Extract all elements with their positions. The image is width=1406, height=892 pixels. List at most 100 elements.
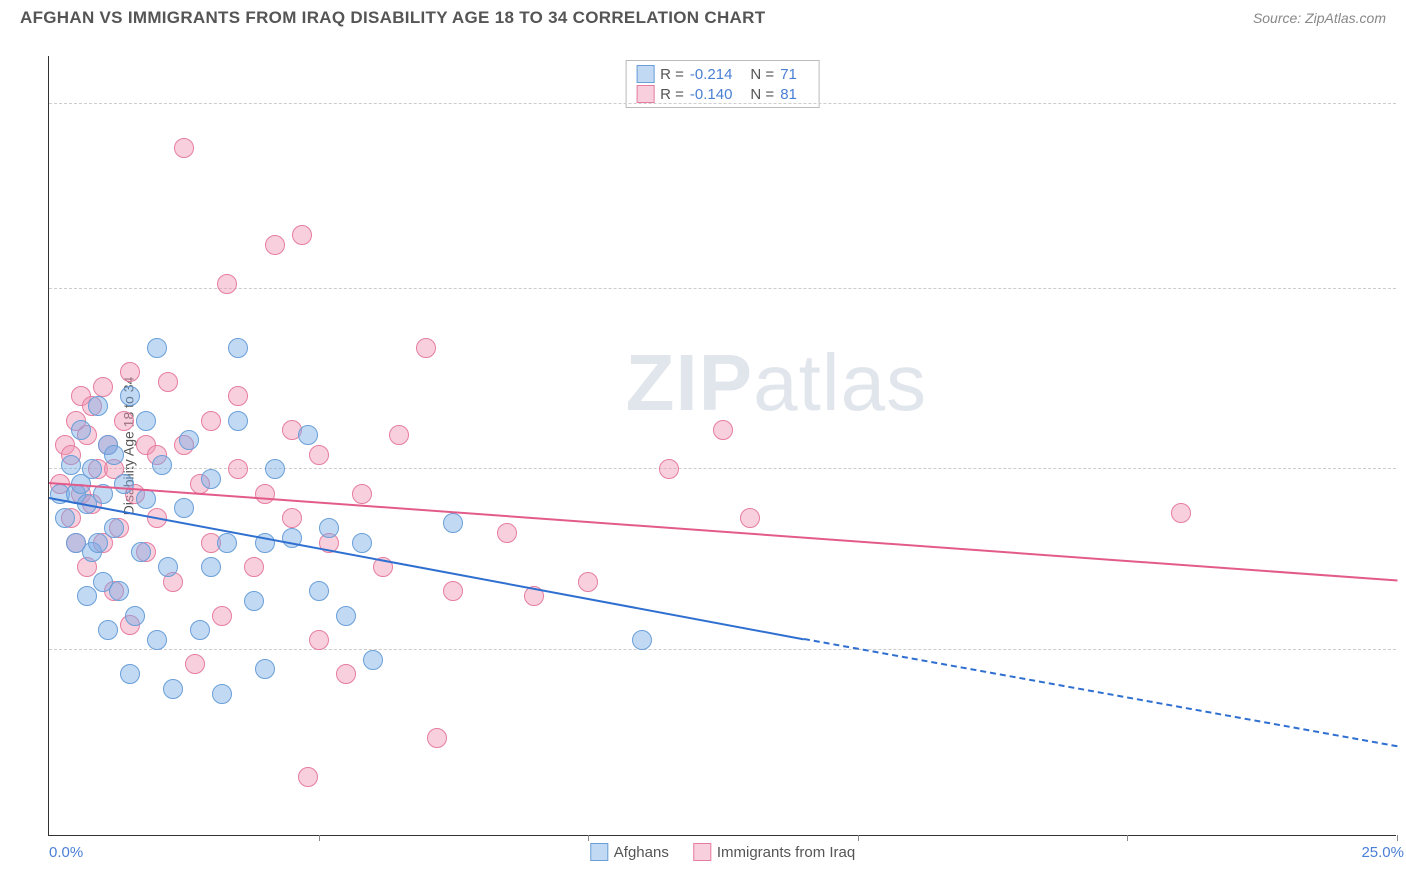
data-point-afghans bbox=[77, 586, 97, 606]
legend-swatch bbox=[590, 843, 608, 861]
data-point-afghans bbox=[88, 533, 108, 553]
data-point-iraq bbox=[309, 445, 329, 465]
data-point-iraq bbox=[578, 572, 598, 592]
legend-series-label: Afghans bbox=[614, 844, 669, 861]
data-point-iraq bbox=[292, 225, 312, 245]
data-point-afghans bbox=[212, 684, 232, 704]
trend-line bbox=[804, 638, 1397, 747]
legend-series-item: Immigrants from Iraq bbox=[693, 843, 855, 861]
gridline bbox=[49, 468, 1396, 469]
data-point-iraq bbox=[201, 411, 221, 431]
legend-swatch bbox=[636, 65, 654, 83]
n-value: 81 bbox=[780, 86, 797, 103]
data-point-afghans bbox=[71, 420, 91, 440]
x-axis-max-label: 25.0% bbox=[1361, 844, 1404, 861]
x-tick bbox=[1397, 835, 1398, 841]
data-point-afghans bbox=[88, 396, 108, 416]
data-point-afghans bbox=[152, 455, 172, 475]
data-point-afghans bbox=[109, 581, 129, 601]
data-point-iraq bbox=[309, 630, 329, 650]
data-point-afghans bbox=[244, 591, 264, 611]
data-point-iraq bbox=[120, 362, 140, 382]
r-value: -0.214 bbox=[690, 66, 733, 83]
data-point-iraq bbox=[114, 411, 134, 431]
data-point-afghans bbox=[120, 664, 140, 684]
data-point-afghans bbox=[336, 606, 356, 626]
data-point-iraq bbox=[497, 523, 517, 543]
data-point-afghans bbox=[179, 430, 199, 450]
legend-stat-row: R = -0.214N = 71 bbox=[636, 64, 809, 84]
data-point-afghans bbox=[309, 581, 329, 601]
series-legend: Afghans Immigrants from Iraq bbox=[590, 843, 855, 861]
data-point-afghans bbox=[190, 620, 210, 640]
data-point-afghans bbox=[201, 469, 221, 489]
chart-title: AFGHAN VS IMMIGRANTS FROM IRAQ DISABILIT… bbox=[20, 8, 765, 28]
data-point-afghans bbox=[632, 630, 652, 650]
legend-swatch bbox=[693, 843, 711, 861]
data-point-afghans bbox=[217, 533, 237, 553]
data-point-iraq bbox=[228, 386, 248, 406]
data-point-iraq bbox=[265, 235, 285, 255]
data-point-afghans bbox=[298, 425, 318, 445]
data-point-afghans bbox=[163, 679, 183, 699]
data-point-iraq bbox=[217, 274, 237, 294]
data-point-afghans bbox=[125, 606, 145, 626]
data-point-afghans bbox=[131, 542, 151, 562]
data-point-afghans bbox=[201, 557, 221, 577]
legend-stat-row: R = -0.140N = 81 bbox=[636, 84, 809, 104]
gridline bbox=[49, 288, 1396, 289]
data-point-afghans bbox=[147, 338, 167, 358]
data-point-iraq bbox=[659, 459, 679, 479]
chart-plot-area: Disability Age 18 to 34 ZIPatlas 0.0% 25… bbox=[48, 56, 1396, 836]
data-point-afghans bbox=[98, 620, 118, 640]
data-point-afghans bbox=[82, 459, 102, 479]
gridline bbox=[49, 103, 1396, 104]
x-tick bbox=[1127, 835, 1128, 841]
n-value: 71 bbox=[780, 66, 797, 83]
data-point-afghans bbox=[104, 445, 124, 465]
data-point-afghans bbox=[136, 411, 156, 431]
data-point-iraq bbox=[212, 606, 232, 626]
data-point-iraq bbox=[416, 338, 436, 358]
correlation-legend: R = -0.214N = 71R = -0.140N = 81 bbox=[625, 60, 820, 108]
watermark: ZIPatlas bbox=[626, 337, 927, 429]
x-axis-min-label: 0.0% bbox=[49, 844, 83, 861]
x-tick bbox=[319, 835, 320, 841]
data-point-afghans bbox=[174, 498, 194, 518]
data-point-afghans bbox=[228, 411, 248, 431]
data-point-iraq bbox=[740, 508, 760, 528]
source-credit: Source: ZipAtlas.com bbox=[1253, 10, 1386, 26]
data-point-iraq bbox=[185, 654, 205, 674]
legend-series-item: Afghans bbox=[590, 843, 669, 861]
data-point-iraq bbox=[427, 728, 447, 748]
data-point-afghans bbox=[55, 508, 75, 528]
data-point-afghans bbox=[120, 386, 140, 406]
data-point-afghans bbox=[147, 630, 167, 650]
data-point-afghans bbox=[363, 650, 383, 670]
n-label: N = bbox=[750, 86, 774, 103]
data-point-afghans bbox=[228, 338, 248, 358]
data-point-afghans bbox=[443, 513, 463, 533]
data-point-afghans bbox=[255, 659, 275, 679]
data-point-iraq bbox=[336, 664, 356, 684]
data-point-afghans bbox=[352, 533, 372, 553]
data-point-afghans bbox=[136, 489, 156, 509]
x-tick bbox=[858, 835, 859, 841]
data-point-iraq bbox=[174, 138, 194, 158]
data-point-iraq bbox=[1171, 503, 1191, 523]
data-point-iraq bbox=[228, 459, 248, 479]
data-point-afghans bbox=[158, 557, 178, 577]
data-point-iraq bbox=[158, 372, 178, 392]
data-point-iraq bbox=[443, 581, 463, 601]
data-point-afghans bbox=[61, 455, 81, 475]
data-point-iraq bbox=[713, 420, 733, 440]
data-point-iraq bbox=[389, 425, 409, 445]
data-point-iraq bbox=[93, 377, 113, 397]
data-point-iraq bbox=[282, 508, 302, 528]
data-point-iraq bbox=[255, 484, 275, 504]
x-tick bbox=[588, 835, 589, 841]
r-label: R = bbox=[660, 66, 684, 83]
data-point-iraq bbox=[352, 484, 372, 504]
data-point-iraq bbox=[298, 767, 318, 787]
data-point-afghans bbox=[104, 518, 124, 538]
